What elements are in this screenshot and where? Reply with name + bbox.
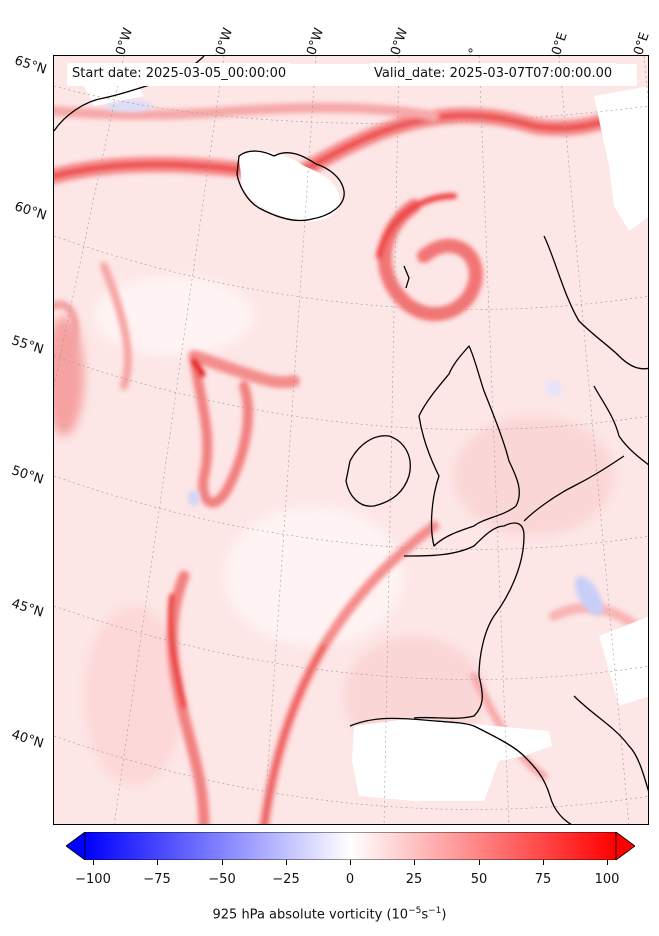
colorbar-tickmark (414, 860, 415, 865)
mediterranean-mask (599, 616, 648, 706)
valid-date-label: Valid_date: 2025-03-07T07:00:00.00 (370, 63, 617, 85)
iberia-mask (352, 718, 552, 801)
colorbar-title-exp1: −5 (408, 906, 422, 916)
colorbar (65, 831, 636, 861)
lat-label-40n: 40°N (9, 727, 46, 752)
colorbar-title-mid: s (421, 907, 429, 923)
ireland-coast (345, 435, 411, 507)
great-britain-coast (418, 345, 520, 547)
lat-label-65n: 65°N (12, 53, 49, 78)
colorbar-tickmark (93, 860, 94, 865)
colorbar-svg (65, 831, 636, 861)
map-canvas (54, 56, 648, 824)
colorbar-title-exp2: −1 (428, 906, 442, 916)
colorbar-tick-label: 75 (534, 872, 552, 887)
colorbar-tick-label: −75 (143, 872, 171, 887)
iberia-coast (349, 717, 572, 824)
colorbar-tick-label: −100 (75, 872, 111, 887)
norway-coast (543, 235, 648, 370)
colorbar-max-extend (615, 831, 636, 861)
colorbar-tickmark (350, 860, 351, 865)
colorbar-title-prefix: 925 hPa absolute vorticity (10 (212, 907, 409, 923)
scandinavia-mask (594, 86, 648, 231)
greenland-mask (84, 81, 144, 106)
vorticity-bands (54, 102, 648, 824)
colorbar-tick-label: −25 (272, 872, 300, 887)
graticule (54, 56, 648, 824)
italy-coast (573, 695, 648, 792)
denmark-coast (593, 385, 648, 466)
negative-vorticity-patches (105, 100, 603, 616)
lat-label-50n: 50°N (9, 463, 46, 488)
colorbar-tick-label: 100 (594, 872, 620, 887)
colorbar-tick-label: 25 (405, 872, 423, 887)
colorbar-title: 925 hPa absolute vorticity (10−5s−1) (0, 906, 659, 922)
colorbar-tickmark (286, 860, 287, 865)
colorbar-tickmark (222, 860, 223, 865)
colorbar-tickmark (543, 860, 544, 865)
lat-label-60n: 60°N (12, 199, 49, 224)
france-coast (403, 522, 525, 719)
colorbar-tick-label: 50 (470, 872, 488, 887)
start-date-label: Start date: 2025-03-05_00:00:00 (68, 63, 291, 85)
colorbar-tickmark (607, 860, 608, 865)
colorbar-tickmark (479, 860, 480, 865)
colorbar-tick-label: 0 (345, 872, 355, 887)
faroe-coast (403, 265, 410, 289)
land-masks (84, 81, 648, 801)
colorbar-tickmark (157, 860, 158, 865)
iceland-mask (239, 151, 340, 222)
lat-label-45n: 45°N (9, 596, 46, 621)
colorbar-gradient (84, 831, 617, 861)
lowcountries-coast (523, 455, 625, 522)
iceland-coast (236, 150, 345, 222)
colorbar-title-suffix: ) (441, 907, 447, 923)
vorticity-map (53, 55, 649, 825)
colorbar-tick-label: −50 (208, 872, 236, 887)
colorbar-min-extend (65, 831, 86, 861)
lat-label-55n: 55°N (9, 333, 46, 358)
